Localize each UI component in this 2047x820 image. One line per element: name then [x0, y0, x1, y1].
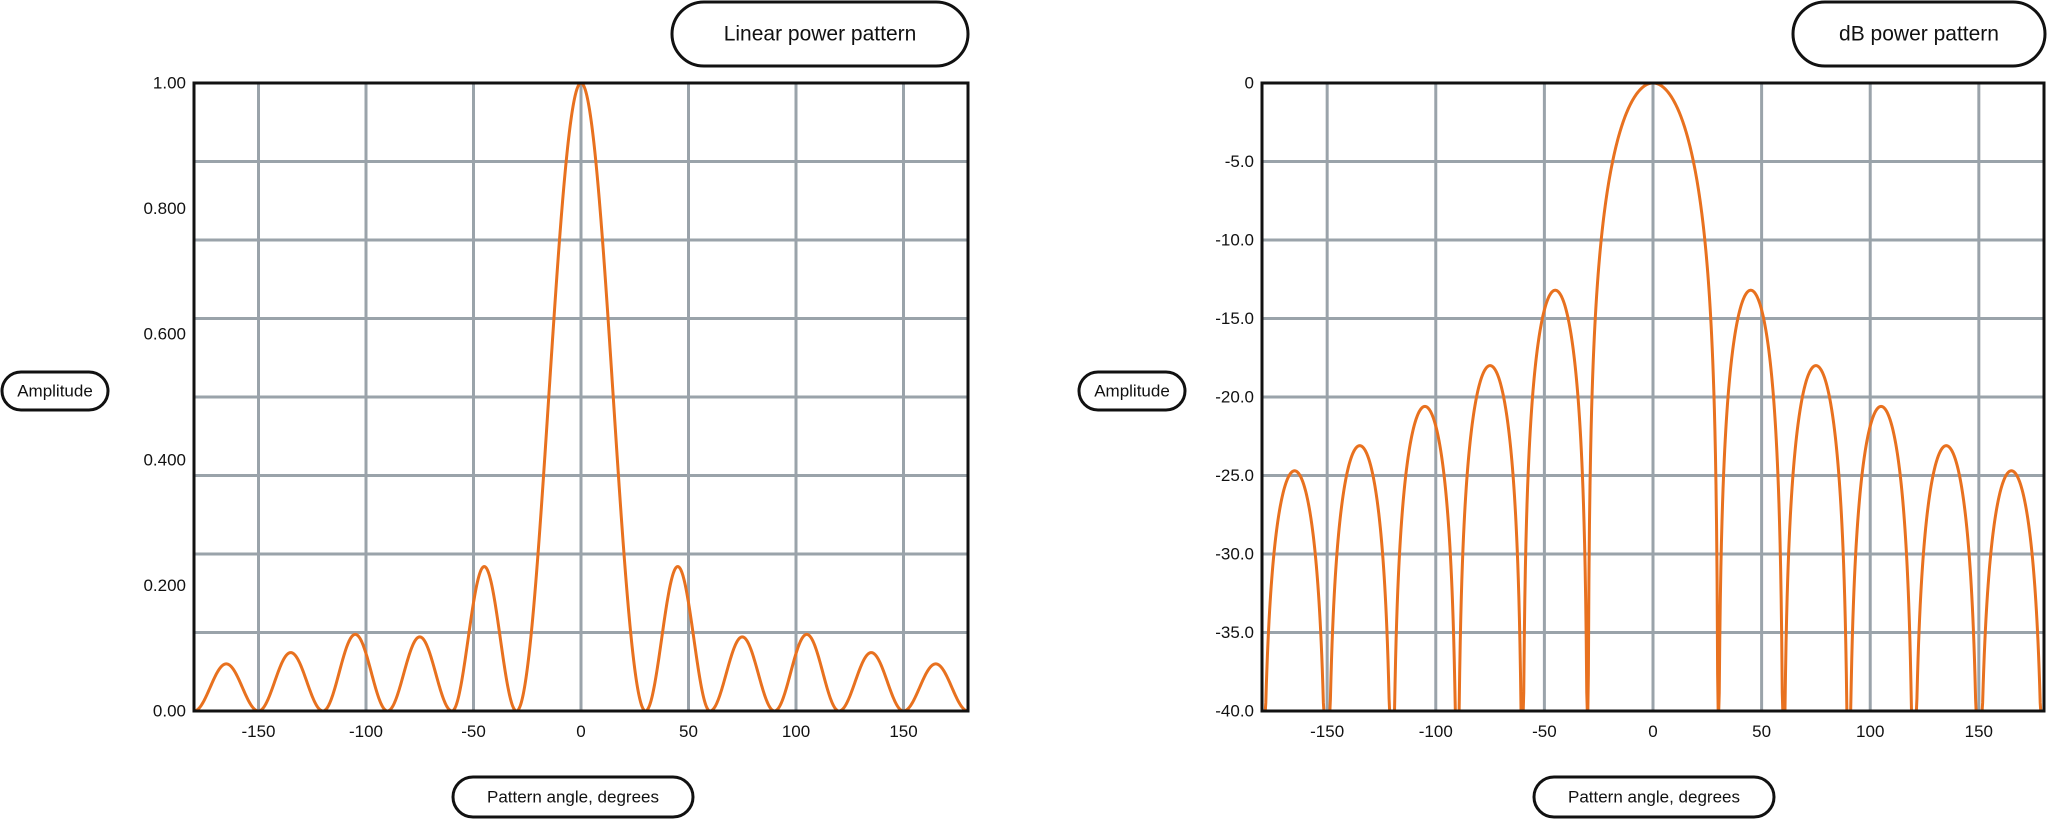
linear-x-tick-label: 0: [576, 722, 585, 741]
linear-chart: -150 -100 -50 0 50 100 150 0.00 0.200 0.400 0.600 0…: [143, 74, 970, 741]
db-x-tick-label: 50: [1752, 722, 1771, 741]
db-chart: -150 -100 -50 0 50 100 150 0 -5.0 -10.0 -15.0 -20.0…: [1215, 74, 2046, 741]
db-x-tick-label: 150: [1965, 722, 1993, 741]
db-chart-title-text: dB power pattern: [1839, 23, 1999, 46]
db-x-tick-label: -100: [1419, 722, 1453, 741]
db-y-axis-label-text: Amplitude: [1094, 382, 1170, 401]
linear-x-axis-label-text: Pattern angle, degrees: [487, 788, 659, 807]
db-x-tick-label: 0: [1648, 722, 1657, 741]
db-y-tick-label: -10.0: [1215, 231, 1254, 250]
linear-y-tick-label: 0.800: [143, 199, 186, 218]
db-x-axis-label-outline: [1532, 775, 1776, 819]
linear-y-axis-label: Amplitude: [0, 370, 110, 412]
linear-plot-frame: [192, 81, 970, 713]
linear-y-axis-label-text: Amplitude: [17, 382, 93, 401]
db-y-tick-label: -20.0: [1215, 388, 1254, 407]
linear-chart-title: Linear power pattern: [670, 0, 970, 68]
linear-grid: [194, 83, 968, 711]
linear-y-tick-label: 0.00: [153, 702, 186, 721]
linear-x-tick-label: -150: [241, 722, 275, 741]
linear-y-tick-label: 0.600: [143, 325, 186, 344]
linear-y-tick-label: 1.00: [153, 74, 186, 93]
db-chart-title-outline: [1791, 0, 2047, 68]
linear-chart-title-outline: [670, 0, 970, 68]
linear-y-tick-label: 0.200: [143, 576, 186, 595]
linear-x-tick-label: 100: [782, 722, 810, 741]
db-chart-title: dB power pattern: [1791, 0, 2047, 68]
db-x-tick-label: 100: [1856, 722, 1884, 741]
db-y-axis-label-outline: [1077, 370, 1187, 412]
db-grid: [1262, 83, 2044, 711]
db-y-tick-label: -15.0: [1215, 309, 1254, 328]
linear-y-axis-label-outline: [0, 370, 110, 412]
linear-y-tick-label: 0.400: [143, 450, 186, 469]
linear-x-tick-label: 50: [679, 722, 698, 741]
db-plot-frame: [1260, 81, 2046, 713]
linear-x-axis-label: Pattern angle, degrees: [451, 775, 695, 819]
db-x-tick-label: -50: [1532, 722, 1557, 741]
db-y-tick-label: 0: [1245, 74, 1254, 93]
db-x-axis-label: Pattern angle, degrees: [1532, 775, 1776, 819]
db-y-axis-label: Amplitude: [1077, 370, 1187, 412]
db-x-tick-label: -150: [1310, 722, 1344, 741]
db-y-tick-label: -25.0: [1215, 466, 1254, 485]
linear-x-tick-label: -50: [461, 722, 486, 741]
linear-x-axis-label-outline: [451, 775, 695, 819]
db-x-axis-label-text: Pattern angle, degrees: [1568, 788, 1740, 807]
db-y-tick-label: -30.0: [1215, 545, 1254, 564]
db-y-tick-label: -40.0: [1215, 702, 1254, 721]
linear-x-tick-label: -100: [349, 722, 383, 741]
db-y-tick-label: -5.0: [1225, 152, 1254, 171]
linear-x-tick-label: 150: [889, 722, 917, 741]
db-y-tick-label: -35.0: [1215, 623, 1254, 642]
linear-chart-title-text: Linear power pattern: [724, 23, 917, 46]
